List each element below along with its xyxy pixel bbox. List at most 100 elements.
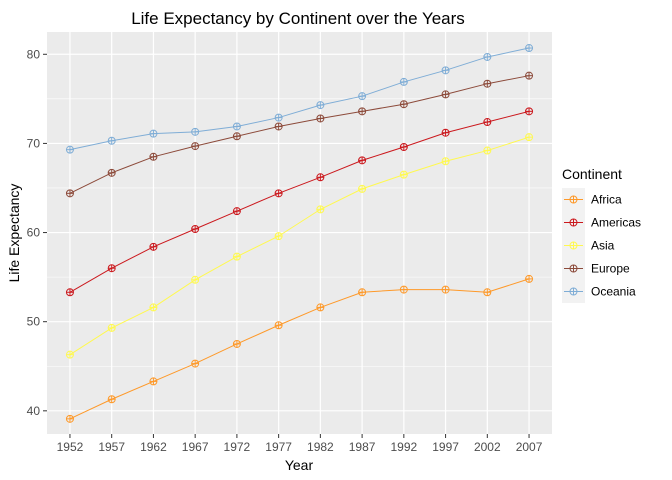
data-point-europe [399, 100, 408, 109]
data-point-americas [274, 189, 283, 198]
series-line-oceania [69, 47, 530, 151]
x-tick-label: 1997 [432, 440, 459, 454]
data-point-americas [316, 173, 325, 182]
series-layer [65, 44, 534, 423]
data-point-americas [483, 118, 492, 127]
data-point-africa [232, 339, 241, 348]
y-tick-label: 70 [27, 136, 41, 150]
legend-item-oceania: Oceania [562, 280, 636, 303]
data-point-americas [358, 156, 367, 165]
legend-marker [569, 287, 578, 296]
data-point-americas [65, 288, 74, 297]
legend-label: Americas [591, 216, 641, 230]
data-point-americas [191, 224, 200, 233]
data-point-asia [441, 157, 450, 166]
series-europe [65, 71, 534, 198]
legend-label: Europe [591, 262, 630, 276]
data-point-oceania [274, 113, 283, 122]
data-point-oceania [316, 101, 325, 110]
data-point-oceania [358, 92, 367, 101]
x-tick-label: 2007 [516, 440, 543, 454]
legend-marker [569, 218, 578, 227]
data-point-europe [107, 168, 116, 177]
data-point-asia [65, 350, 74, 359]
x-tick-label: 1982 [307, 440, 334, 454]
data-point-europe [274, 122, 283, 131]
data-point-americas [441, 128, 450, 137]
data-point-asia [399, 170, 408, 179]
y-tick-label: 40 [27, 404, 41, 418]
data-point-europe [232, 132, 241, 141]
data-point-europe [441, 90, 450, 99]
axes: 40 50 60 70 80 1952 1957 1962 1967 1972 1977 1982 19… [27, 47, 543, 454]
data-point-asia [274, 232, 283, 241]
legend-label: Oceania [591, 285, 636, 299]
x-tick-label: 1977 [265, 440, 292, 454]
data-point-asia [149, 303, 158, 312]
data-point-oceania [441, 66, 450, 75]
data-point-asia [316, 205, 325, 214]
y-tick-label: 80 [27, 47, 41, 61]
x-tick-label: 2002 [474, 440, 501, 454]
data-point-asia [483, 146, 492, 155]
data-point-africa [316, 303, 325, 312]
data-point-oceania [483, 52, 492, 61]
data-point-oceania [149, 129, 158, 138]
y-axis-title: Life Expectancy [6, 184, 22, 283]
legend-marker [569, 264, 578, 273]
data-point-europe [149, 152, 158, 161]
legend-marker [569, 195, 578, 204]
data-point-asia [525, 133, 534, 142]
x-tick-label: 1952 [57, 440, 84, 454]
data-point-asia [191, 275, 200, 284]
x-tick-label: 1957 [98, 440, 125, 454]
series-line-europe [69, 75, 530, 194]
data-point-africa [65, 414, 74, 423]
data-point-americas [107, 264, 116, 273]
data-point-africa [358, 288, 367, 297]
data-point-europe [525, 71, 534, 80]
data-point-africa [149, 377, 158, 386]
legend-item-americas: Americas [562, 211, 641, 234]
x-tick-label: 1987 [349, 440, 376, 454]
series-oceania [65, 44, 534, 154]
data-point-americas [399, 142, 408, 151]
data-point-africa [483, 288, 492, 297]
legend-item-africa: Africa [562, 188, 622, 211]
data-point-americas [232, 207, 241, 216]
legend-item-europe: Europe [562, 257, 630, 280]
data-point-europe [358, 107, 367, 116]
series-americas [65, 107, 534, 297]
data-point-asia [107, 323, 116, 332]
data-point-africa [107, 395, 116, 404]
data-point-africa [441, 285, 450, 294]
data-point-oceania [191, 127, 200, 136]
data-point-europe [483, 79, 492, 88]
series-asia [65, 133, 534, 359]
series-line-africa [69, 278, 530, 420]
data-point-oceania [65, 145, 74, 154]
series-africa [65, 274, 534, 423]
data-point-africa [525, 274, 534, 283]
data-point-asia [358, 184, 367, 193]
x-tick-label: 1972 [224, 440, 251, 454]
y-tick-label: 50 [27, 315, 41, 329]
data-point-americas [525, 107, 534, 116]
series-line-asia [69, 136, 530, 356]
data-point-europe [65, 189, 74, 198]
data-point-europe [316, 114, 325, 123]
data-point-oceania [399, 77, 408, 86]
legend-item-asia: Asia [562, 234, 615, 257]
data-point-oceania [107, 136, 116, 145]
chart-title: Life Expectancy by Continent over the Ye… [131, 9, 465, 28]
legend-title: Continent [562, 166, 622, 182]
x-tick-label: 1967 [182, 440, 209, 454]
data-point-africa [191, 359, 200, 368]
y-tick-label: 60 [27, 226, 41, 240]
data-point-oceania [232, 122, 241, 131]
legend: Continent Africa Americas Asia Europe Oceani… [562, 166, 641, 303]
data-point-asia [232, 252, 241, 261]
x-tick-label: 1992 [390, 440, 417, 454]
data-point-africa [399, 285, 408, 294]
